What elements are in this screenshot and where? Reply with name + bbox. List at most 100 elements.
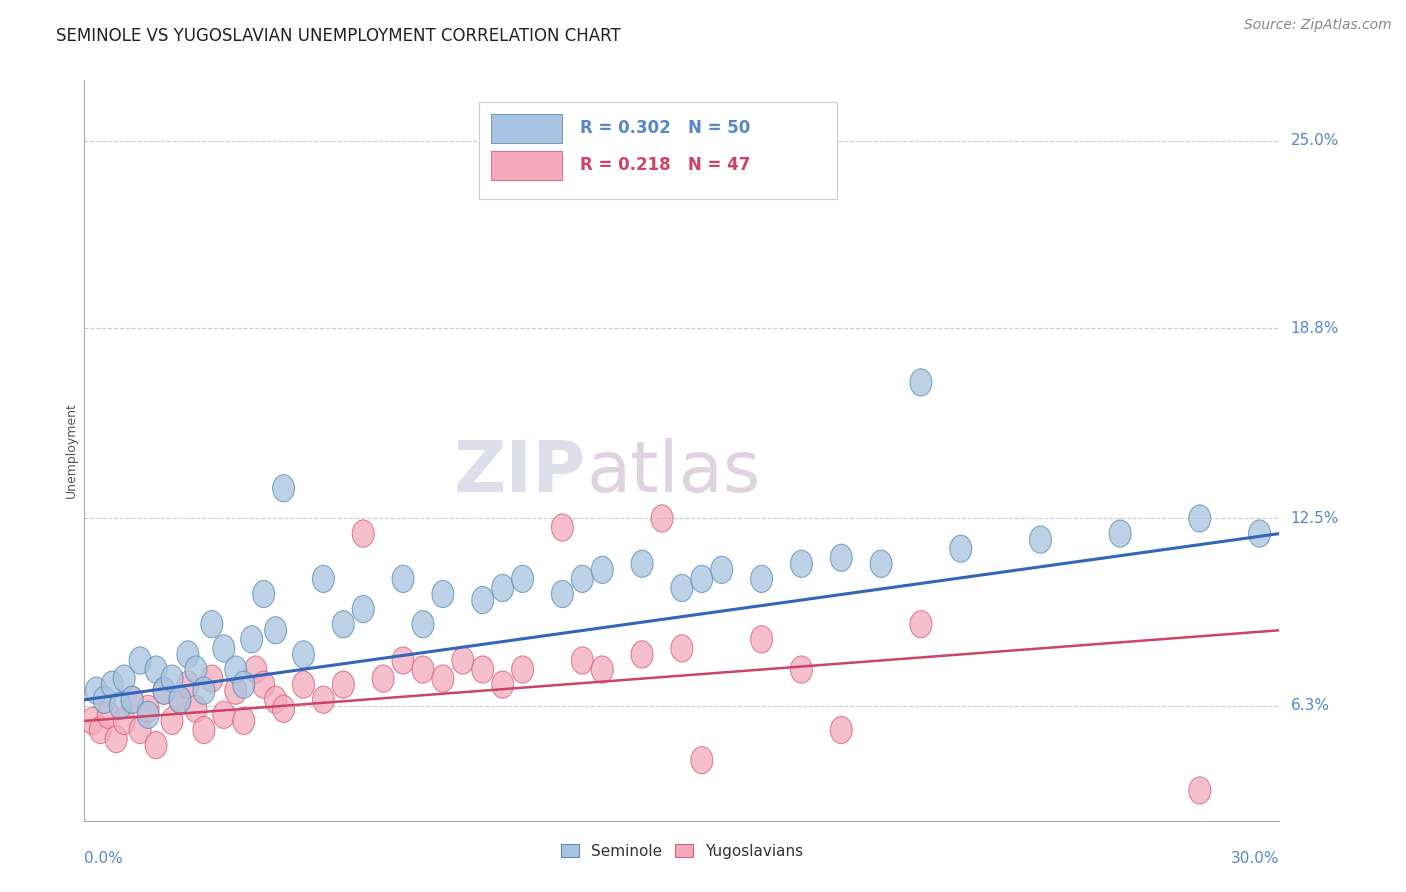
Ellipse shape	[373, 665, 394, 692]
Ellipse shape	[225, 677, 246, 705]
Text: 6.3%: 6.3%	[1291, 698, 1330, 714]
Ellipse shape	[121, 686, 143, 714]
Ellipse shape	[169, 686, 191, 714]
Ellipse shape	[831, 544, 852, 572]
Ellipse shape	[671, 635, 693, 662]
Y-axis label: Unemployment: Unemployment	[65, 402, 77, 499]
Ellipse shape	[97, 701, 120, 729]
Ellipse shape	[212, 635, 235, 662]
Ellipse shape	[512, 656, 533, 683]
Ellipse shape	[86, 677, 107, 705]
Ellipse shape	[412, 656, 434, 683]
Ellipse shape	[571, 566, 593, 592]
Ellipse shape	[751, 625, 772, 653]
Ellipse shape	[273, 475, 294, 502]
Text: 30.0%: 30.0%	[1232, 851, 1279, 866]
Text: 12.5%: 12.5%	[1291, 511, 1339, 526]
Ellipse shape	[690, 566, 713, 592]
Ellipse shape	[292, 671, 315, 698]
Ellipse shape	[1189, 505, 1211, 532]
Ellipse shape	[193, 677, 215, 705]
Ellipse shape	[90, 716, 111, 744]
Ellipse shape	[332, 611, 354, 638]
Ellipse shape	[264, 616, 287, 644]
Ellipse shape	[105, 725, 127, 753]
Ellipse shape	[114, 665, 135, 692]
Ellipse shape	[831, 716, 852, 744]
Ellipse shape	[245, 656, 267, 683]
Ellipse shape	[233, 707, 254, 734]
Ellipse shape	[432, 665, 454, 692]
Ellipse shape	[451, 647, 474, 674]
Ellipse shape	[233, 671, 254, 698]
Ellipse shape	[1189, 777, 1211, 804]
Ellipse shape	[312, 686, 335, 714]
Text: SEMINOLE VS YUGOSLAVIAN UNEMPLOYMENT CORRELATION CHART: SEMINOLE VS YUGOSLAVIAN UNEMPLOYMENT COR…	[56, 27, 621, 45]
Text: atlas: atlas	[586, 438, 761, 508]
Ellipse shape	[631, 640, 652, 668]
Ellipse shape	[631, 550, 652, 577]
Text: Source: ZipAtlas.com: Source: ZipAtlas.com	[1244, 18, 1392, 32]
Ellipse shape	[186, 695, 207, 723]
Ellipse shape	[169, 686, 191, 714]
Ellipse shape	[690, 747, 713, 773]
Ellipse shape	[225, 656, 246, 683]
Text: 0.0%: 0.0%	[84, 851, 124, 866]
Ellipse shape	[153, 677, 174, 705]
Ellipse shape	[950, 535, 972, 562]
Ellipse shape	[671, 574, 693, 601]
Ellipse shape	[162, 665, 183, 692]
FancyBboxPatch shape	[491, 113, 562, 144]
Ellipse shape	[353, 520, 374, 547]
Ellipse shape	[312, 566, 335, 592]
Ellipse shape	[472, 586, 494, 614]
Ellipse shape	[273, 695, 294, 723]
Ellipse shape	[145, 731, 167, 759]
Ellipse shape	[93, 686, 115, 714]
Ellipse shape	[153, 677, 174, 705]
FancyBboxPatch shape	[491, 151, 562, 180]
Ellipse shape	[201, 611, 222, 638]
Ellipse shape	[1249, 520, 1271, 547]
Ellipse shape	[145, 656, 167, 683]
Ellipse shape	[392, 566, 413, 592]
Ellipse shape	[551, 581, 574, 607]
Ellipse shape	[177, 671, 198, 698]
Ellipse shape	[412, 611, 434, 638]
Ellipse shape	[870, 550, 891, 577]
Ellipse shape	[177, 640, 198, 668]
Ellipse shape	[751, 566, 772, 592]
Ellipse shape	[101, 671, 124, 698]
Ellipse shape	[186, 656, 207, 683]
Ellipse shape	[253, 581, 274, 607]
Ellipse shape	[201, 665, 222, 692]
Ellipse shape	[129, 716, 150, 744]
Ellipse shape	[1029, 526, 1052, 553]
Ellipse shape	[121, 686, 143, 714]
Ellipse shape	[138, 695, 159, 723]
Ellipse shape	[492, 574, 513, 601]
Text: R = 0.302   N = 50: R = 0.302 N = 50	[581, 120, 751, 137]
Text: 18.8%: 18.8%	[1291, 320, 1339, 335]
Ellipse shape	[114, 707, 135, 734]
Ellipse shape	[253, 671, 274, 698]
Ellipse shape	[292, 640, 315, 668]
Ellipse shape	[790, 656, 813, 683]
Text: R = 0.218   N = 47: R = 0.218 N = 47	[581, 156, 751, 175]
Ellipse shape	[432, 581, 454, 607]
Ellipse shape	[790, 550, 813, 577]
Legend: Seminole, Yugoslavians: Seminole, Yugoslavians	[554, 838, 810, 865]
Ellipse shape	[512, 566, 533, 592]
Ellipse shape	[193, 716, 215, 744]
Ellipse shape	[129, 647, 150, 674]
Ellipse shape	[110, 692, 131, 720]
Ellipse shape	[592, 557, 613, 583]
Ellipse shape	[82, 707, 103, 734]
Text: 25.0%: 25.0%	[1291, 133, 1339, 148]
Ellipse shape	[264, 686, 287, 714]
Ellipse shape	[138, 701, 159, 729]
Ellipse shape	[592, 656, 613, 683]
Ellipse shape	[651, 505, 673, 532]
Ellipse shape	[353, 596, 374, 623]
Ellipse shape	[332, 671, 354, 698]
